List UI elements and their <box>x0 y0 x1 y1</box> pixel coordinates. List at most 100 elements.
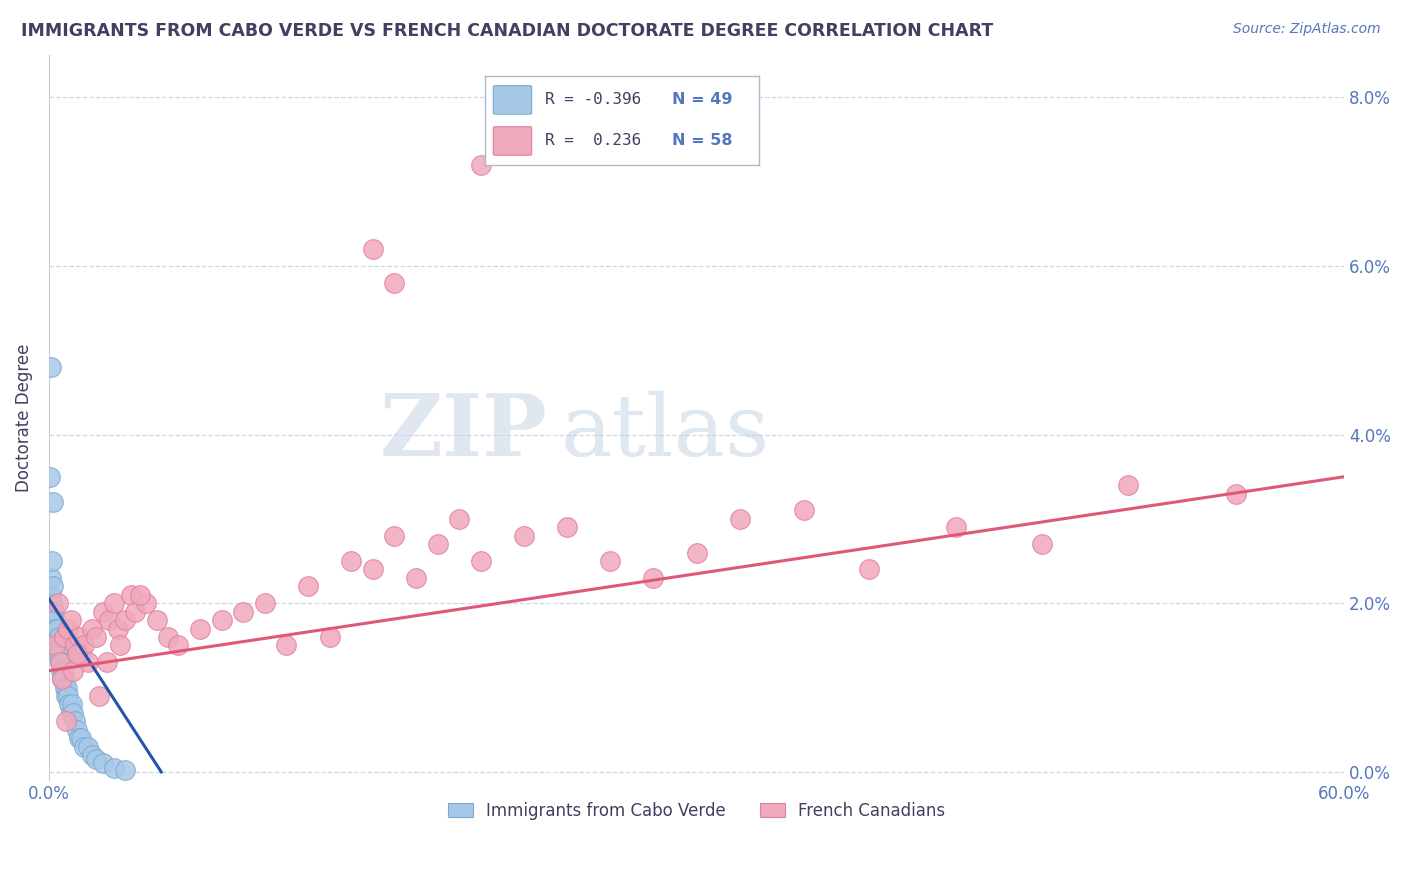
Point <box>44 622 66 636</box>
Point <box>91 605 114 619</box>
Point <box>66 647 89 661</box>
Point <box>135 596 157 610</box>
Point <box>42 622 65 636</box>
Point <box>120 588 142 602</box>
Point <box>643 571 665 585</box>
Legend: Immigrants from Cabo Verde, French Canadians: Immigrants from Cabo Verde, French Canad… <box>441 795 952 826</box>
Point <box>55 689 77 703</box>
Point <box>232 605 254 619</box>
Point <box>51 672 73 686</box>
Point <box>45 630 67 644</box>
Point <box>49 639 72 653</box>
Point <box>599 554 621 568</box>
Point <box>44 639 66 653</box>
Point <box>42 579 65 593</box>
Text: N = 58: N = 58 <box>672 134 733 148</box>
Point <box>42 630 65 644</box>
Point <box>58 698 80 712</box>
Point <box>55 714 77 729</box>
Point <box>76 739 98 754</box>
Point <box>82 747 104 762</box>
Point <box>1225 486 1247 500</box>
Point <box>67 630 90 644</box>
Point <box>297 579 319 593</box>
Point <box>52 664 75 678</box>
Point <box>114 763 136 777</box>
Point <box>63 714 86 729</box>
Point <box>60 698 83 712</box>
Point <box>76 655 98 669</box>
Point <box>211 613 233 627</box>
Point <box>86 630 108 644</box>
Point <box>156 630 179 644</box>
Point <box>42 495 65 509</box>
Point <box>59 706 82 720</box>
Point <box>449 512 471 526</box>
Point <box>53 681 76 695</box>
Point <box>103 761 125 775</box>
Text: R =  0.236: R = 0.236 <box>546 134 641 148</box>
Point <box>188 622 211 636</box>
Point <box>39 605 62 619</box>
Point <box>82 622 104 636</box>
Point <box>48 630 70 644</box>
Text: IMMIGRANTS FROM CABO VERDE VS FRENCH CANADIAN DOCTORATE DEGREE CORRELATION CHART: IMMIGRANTS FROM CABO VERDE VS FRENCH CAN… <box>21 22 994 40</box>
Point <box>51 655 73 669</box>
Text: ZIP: ZIP <box>380 390 547 475</box>
Point <box>44 613 66 627</box>
Point <box>98 613 121 627</box>
Text: Source: ZipAtlas.com: Source: ZipAtlas.com <box>1233 22 1381 37</box>
Point <box>62 706 84 720</box>
Point <box>382 529 405 543</box>
Point <box>53 672 76 686</box>
Point <box>70 731 93 746</box>
Point <box>1031 537 1053 551</box>
Point <box>56 681 79 695</box>
Point <box>513 529 536 543</box>
Point <box>728 512 751 526</box>
Point <box>39 360 62 375</box>
Point <box>87 689 110 703</box>
Point <box>63 639 86 653</box>
Point <box>107 622 129 636</box>
Point <box>39 571 62 585</box>
Point <box>41 554 63 568</box>
Point <box>59 613 82 627</box>
Text: N = 49: N = 49 <box>672 93 733 107</box>
Point <box>167 639 190 653</box>
Point <box>340 554 363 568</box>
Point <box>86 752 108 766</box>
Point <box>53 630 76 644</box>
Point <box>91 756 114 771</box>
Point <box>49 655 72 669</box>
FancyBboxPatch shape <box>494 127 531 155</box>
Point <box>361 242 384 256</box>
Point <box>114 613 136 627</box>
Text: R = -0.396: R = -0.396 <box>546 93 641 107</box>
Point <box>51 664 73 678</box>
Point <box>405 571 427 585</box>
Point <box>46 639 69 653</box>
Point <box>470 158 492 172</box>
Text: atlas: atlas <box>561 391 769 474</box>
Point <box>318 630 340 644</box>
Point <box>58 622 80 636</box>
Point <box>426 537 449 551</box>
Point <box>41 613 63 627</box>
Point <box>793 503 815 517</box>
Point <box>382 276 405 290</box>
Point <box>72 639 94 653</box>
Point <box>45 639 67 653</box>
Point <box>555 520 578 534</box>
Y-axis label: Doctorate Degree: Doctorate Degree <box>15 343 32 491</box>
Point <box>46 647 69 661</box>
Point <box>103 596 125 610</box>
Point <box>108 639 131 653</box>
Point <box>67 731 90 746</box>
Point <box>46 622 69 636</box>
Point <box>470 554 492 568</box>
Point <box>41 596 63 610</box>
Point <box>685 546 707 560</box>
Point <box>858 562 880 576</box>
Point <box>146 613 169 627</box>
